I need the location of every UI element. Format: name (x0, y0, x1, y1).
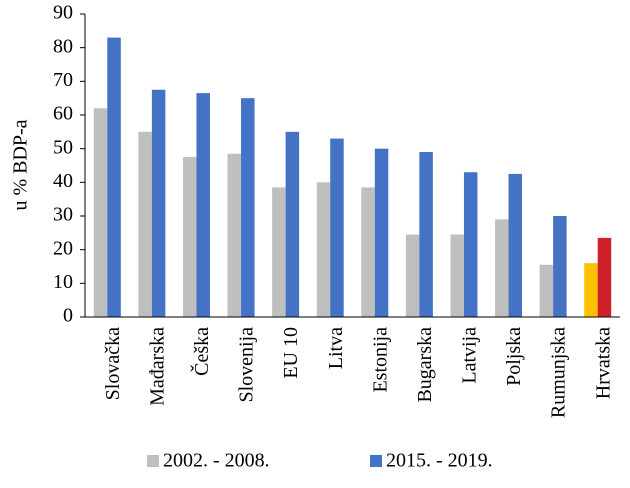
x-tick-label: Estonija (369, 327, 391, 393)
bar (182, 157, 197, 317)
bar (450, 234, 464, 317)
x-tick-label: Litva (325, 327, 347, 369)
x-tick-label: Mađarska (146, 327, 168, 406)
bar (495, 219, 509, 317)
y-tick-label: 0 (63, 305, 73, 327)
legend-swatch (370, 455, 382, 467)
x-tick-label: Hrvatska (592, 327, 614, 399)
y-tick-label: 40 (53, 170, 73, 192)
bar (553, 216, 567, 317)
y-tick-label: 10 (53, 271, 73, 293)
x-tick-label: EU 10 (280, 327, 302, 379)
x-tick-label: Rumunjska (548, 327, 570, 418)
bar (138, 131, 152, 317)
bar (539, 264, 554, 317)
bar (151, 89, 166, 317)
bar (107, 37, 121, 318)
bar (374, 148, 389, 317)
x-tick-label: Češka (189, 327, 213, 376)
y-tick-label: 50 (53, 136, 73, 158)
bar (463, 172, 478, 317)
bar (330, 138, 344, 317)
y-tick-label: 90 (53, 2, 73, 24)
bar (93, 108, 108, 318)
y-tick-label: 80 (53, 35, 73, 57)
bar (316, 182, 331, 317)
bar (285, 131, 300, 317)
x-tick-label: Bugarska (414, 327, 436, 403)
bar (196, 93, 210, 317)
x-tick-label: Latvija (459, 327, 481, 384)
x-tick-label: Poljska (503, 327, 525, 386)
x-tick-label: Slovačka (102, 327, 124, 400)
y-axis-label: u % BDP-a (10, 119, 32, 210)
legend-label: 2002. - 2008. (163, 450, 270, 472)
bar (241, 98, 255, 318)
legend-label: 2015. - 2019. (386, 450, 493, 472)
bar (597, 237, 612, 317)
bar (227, 153, 242, 317)
y-tick-label: 70 (53, 69, 73, 91)
y-tick-label: 30 (53, 204, 73, 226)
bar (361, 187, 375, 317)
bar (508, 173, 523, 317)
x-tick-label: Slovenija (236, 327, 258, 403)
bar (584, 263, 598, 317)
y-tick-label: 60 (53, 103, 73, 125)
legend-swatch (147, 455, 159, 467)
y-tick-label: 20 (53, 237, 73, 259)
bar (405, 234, 420, 317)
bar (419, 152, 433, 317)
bar (272, 187, 286, 317)
